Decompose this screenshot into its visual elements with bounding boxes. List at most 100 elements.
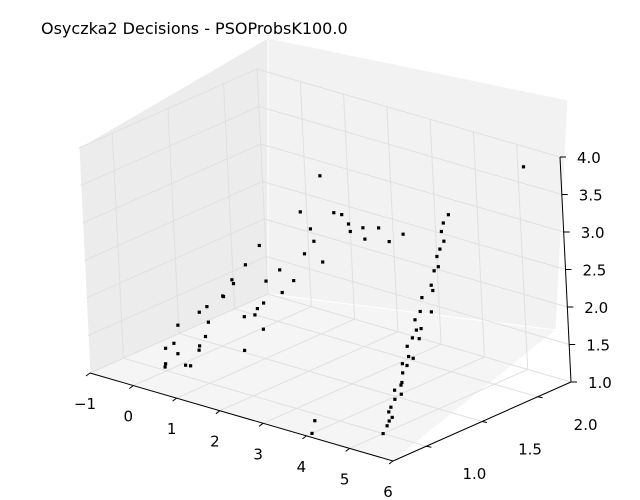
z-grid-line-left <box>87 256 267 336</box>
z-grid-line-left <box>89 293 269 374</box>
x-tick-mark <box>215 410 221 415</box>
data-point <box>176 352 180 356</box>
data-point <box>262 301 266 305</box>
data-point <box>346 222 351 226</box>
z-tick-label: 1.5 <box>586 337 610 355</box>
z-tick-label: 4.0 <box>577 149 601 167</box>
z-grid-line-left <box>80 106 260 186</box>
x-tick-mark <box>258 422 264 427</box>
y-tick-label: 2.0 <box>574 416 598 434</box>
x-tick-mark <box>172 397 177 402</box>
data-point <box>405 344 409 348</box>
data-point <box>436 265 440 269</box>
data-point <box>332 211 336 215</box>
data-point <box>417 337 421 341</box>
data-point <box>318 174 322 178</box>
data-point <box>413 318 417 322</box>
data-point <box>189 364 193 368</box>
y-grid-line-floor <box>234 308 538 398</box>
data-point <box>312 239 316 243</box>
data-point <box>410 336 414 340</box>
data-point <box>278 268 282 272</box>
x-tick-label: 1 <box>167 420 177 438</box>
x-tick-mark <box>302 435 307 440</box>
data-point <box>401 371 405 375</box>
data-point <box>387 240 391 244</box>
grid-lines <box>78 68 572 462</box>
z-grid-line-back <box>262 181 566 270</box>
data-point <box>206 320 210 324</box>
y-grid-line-floor <box>123 357 427 447</box>
y-grid-line-floor <box>178 333 483 422</box>
data-point <box>302 252 307 256</box>
data-point <box>243 348 247 352</box>
y-tick-labels: 1.0 1.5 2.0 <box>462 416 597 483</box>
data-point <box>205 305 209 309</box>
data-point <box>164 362 168 366</box>
z-tick-label: 3.0 <box>581 224 605 242</box>
z-grid-line-left <box>78 68 258 149</box>
data-point <box>377 226 381 230</box>
data-point <box>298 210 302 214</box>
data-point <box>393 397 397 401</box>
data-point <box>418 309 422 314</box>
z-tick-label: 1.0 <box>588 374 612 392</box>
data-point <box>172 341 176 345</box>
data-point <box>253 313 257 317</box>
data-point <box>308 227 312 231</box>
data-point <box>407 354 411 359</box>
data-point <box>361 226 365 230</box>
z-grid-line-back <box>256 68 561 158</box>
z-grid-line-back <box>260 143 564 233</box>
data-point <box>439 229 443 234</box>
data-point <box>431 288 435 293</box>
x-tick-mark <box>345 447 351 452</box>
z-tick-labels: 1.0 1.5 2.0 2.5 3.0 3.5 4.0 <box>577 149 612 392</box>
x-tick-mark <box>388 460 394 465</box>
chart-title: Osyczka2 Decisions - PSOProbsK100.0 <box>41 19 348 38</box>
data-point <box>419 327 423 331</box>
z-tick-label: 2.5 <box>583 262 607 280</box>
data-point <box>176 323 180 327</box>
data-point <box>446 213 450 217</box>
y-tick-mark <box>481 421 488 423</box>
z-grid-line-left <box>86 218 265 299</box>
data-point <box>442 239 446 243</box>
data-point <box>387 410 391 414</box>
z-grid-line-back <box>266 256 570 345</box>
data-point <box>385 424 389 428</box>
data-point <box>390 415 394 419</box>
data-point <box>414 328 418 332</box>
data-point <box>405 363 409 368</box>
data-point <box>198 344 202 348</box>
data-point <box>243 263 247 267</box>
data-point <box>230 278 234 282</box>
data-point <box>435 254 439 259</box>
x-tick-label: 6 <box>383 483 393 500</box>
data-point <box>401 232 405 236</box>
data-point <box>389 405 393 409</box>
data-point <box>264 279 268 283</box>
data-point <box>257 243 261 248</box>
x-tick-mark <box>129 385 134 390</box>
x-tick-label: 2 <box>210 433 220 451</box>
data-point <box>242 315 246 319</box>
x-tick-label: 4 <box>297 458 307 476</box>
x-tick-label: 3 <box>253 445 263 463</box>
x-tick-labels: −1 0 1 2 3 4 5 6 <box>74 395 393 500</box>
x-tick-label: 0 <box>124 408 134 426</box>
data-point <box>231 282 236 286</box>
data-point <box>163 365 167 369</box>
data-point <box>197 310 201 314</box>
data-point <box>399 383 403 387</box>
data-point <box>411 356 415 360</box>
x-tick-mark <box>85 372 91 377</box>
data-point <box>280 290 284 295</box>
data-point <box>400 362 404 366</box>
data-point <box>387 419 391 423</box>
data-point <box>438 247 442 251</box>
data-point <box>321 260 325 264</box>
y-tick-label: 1.5 <box>518 441 542 459</box>
data-point <box>429 283 433 287</box>
